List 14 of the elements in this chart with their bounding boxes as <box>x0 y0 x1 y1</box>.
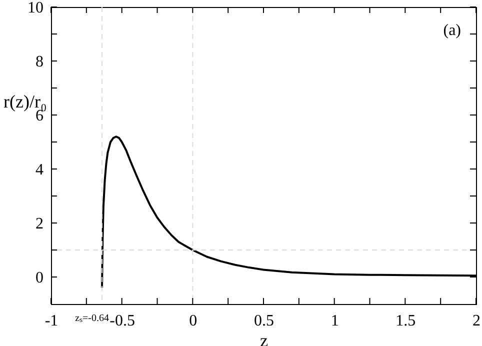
y-tick-label: 10 <box>28 0 44 16</box>
y-tick-label: 4 <box>36 162 44 178</box>
x-tick-label: 1 <box>330 312 339 330</box>
annotation: (a) <box>443 22 461 39</box>
x-tick-label: -0.5 <box>110 312 135 330</box>
ref-line-label: zₛ=-0.64 <box>75 313 109 324</box>
y-tick-label: 2 <box>36 216 44 232</box>
x-tick-label: 1.5 <box>396 312 416 330</box>
x-tick-label: 0 <box>189 312 198 330</box>
y-tick-label: 0 <box>36 270 44 286</box>
x-tick-label: 0.5 <box>254 312 274 330</box>
y-tick-label: 8 <box>36 54 44 70</box>
x-tick-label: 2 <box>472 312 480 330</box>
x-tick-label: -1 <box>44 312 58 330</box>
